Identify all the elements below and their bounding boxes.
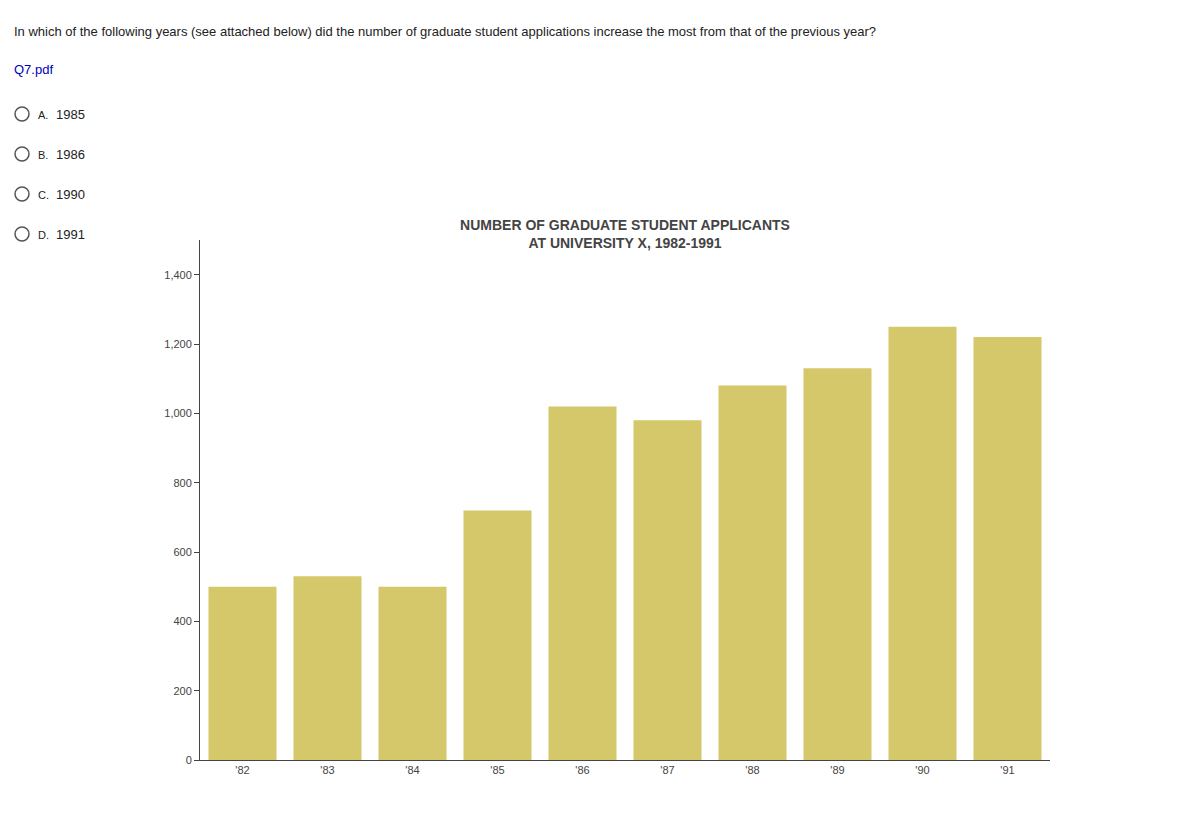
svg-text:'88: '88	[745, 764, 759, 776]
svg-text:'86: '86	[575, 764, 589, 776]
svg-text:1,400: 1,400	[164, 269, 192, 281]
svg-text:NUMBER OF GRADUATE STUDENT APP: NUMBER OF GRADUATE STUDENT APPLICANTSAT …	[460, 217, 790, 251]
svg-text:'87: '87	[660, 764, 674, 776]
svg-text:1,000: 1,000	[164, 407, 192, 419]
svg-text:'82: '82	[235, 764, 249, 776]
svg-text:400: 400	[173, 615, 191, 627]
svg-text:200: 200	[173, 685, 191, 697]
svg-text:0: 0	[186, 754, 192, 766]
svg-text:Q7.pdf: Q7.pdf	[14, 62, 53, 77]
svg-text:1,200: 1,200	[164, 338, 192, 350]
svg-text:C.: C.	[38, 189, 49, 201]
svg-text:D.: D.	[38, 229, 49, 241]
svg-text:B.: B.	[38, 149, 48, 161]
svg-text:600: 600	[173, 546, 191, 558]
svg-text:'91: '91	[1000, 764, 1014, 776]
svg-text:1985: 1985	[56, 107, 85, 122]
svg-text:'90: '90	[915, 764, 929, 776]
svg-text:'89: '89	[830, 764, 844, 776]
svg-text:'85: '85	[490, 764, 504, 776]
svg-text:1986: 1986	[56, 147, 85, 162]
svg-text:1991: 1991	[56, 227, 85, 242]
svg-text:In which of the following year: In which of the following years (see att…	[14, 24, 876, 39]
svg-text:1990: 1990	[56, 187, 85, 202]
svg-text:800: 800	[173, 477, 191, 489]
svg-text:'83: '83	[320, 764, 334, 776]
svg-text:'84: '84	[405, 764, 419, 776]
svg-text:A.: A.	[38, 109, 48, 121]
